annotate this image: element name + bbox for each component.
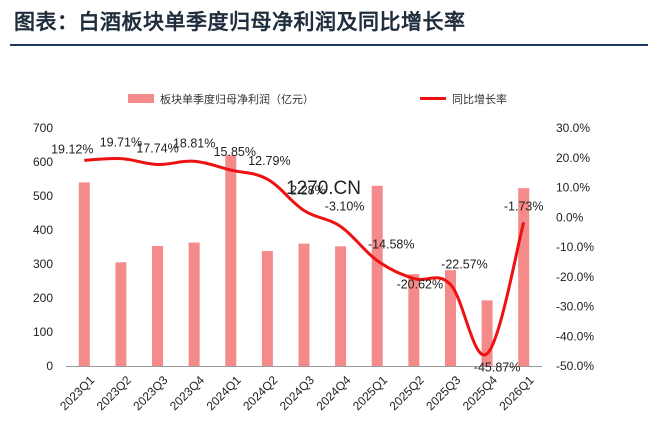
y-right-tick-label: -10.0% <box>556 240 594 254</box>
title-underline <box>10 44 648 46</box>
bar-2023q4 <box>188 242 200 366</box>
y-left-tick-label: 400 <box>33 223 53 237</box>
growth-data-label: 17.74% <box>136 141 178 155</box>
chart-title: 图表：白酒板块单季度归母净利润及同比增长率 <box>14 10 466 34</box>
y-left-tick-label: 600 <box>33 155 53 169</box>
y-left-tick-label: 700 <box>33 121 53 135</box>
bar-2025q3 <box>444 270 456 366</box>
growth-line-series <box>84 156 526 357</box>
x-tick-label: 2025Q3 <box>423 373 463 413</box>
legend-bar-label: 板块单季度归母净利润（亿元） <box>160 92 314 106</box>
bar-2023q1 <box>78 182 90 366</box>
x-tick-label: 2025Q4 <box>460 373 500 413</box>
y-right-tick-label: -40.0% <box>556 329 594 343</box>
growth-data-label: 19.71% <box>100 136 142 150</box>
legend-bar-swatch <box>128 94 154 103</box>
x-tick-label: 2024Q4 <box>313 373 353 413</box>
bar-2024q2 <box>261 251 273 366</box>
bar-2023q2 <box>115 262 127 366</box>
bar-2024q4 <box>335 246 347 366</box>
x-tick-label: 2023Q3 <box>130 373 170 413</box>
x-tick-label: 2026Q1 <box>497 373 537 413</box>
x-tick-label: 2023Q2 <box>94 373 134 413</box>
growth-data-label: -20.62% <box>397 278 444 292</box>
y-left-tick-label: 100 <box>33 325 53 339</box>
y-left-tick-label: 500 <box>33 189 53 203</box>
bar-2026q1 <box>518 188 530 366</box>
y-right-tick-label: -20.0% <box>556 270 594 284</box>
growth-data-label: 12.79% <box>248 154 290 168</box>
y-right-tick-label: 30.0% <box>556 121 590 135</box>
growth-data-label: -22.57% <box>441 257 488 271</box>
bar-2023q3 <box>152 245 164 366</box>
bar-series <box>78 155 530 366</box>
legend: 板块单季度归母净利润（亿元） 同比增长率 <box>128 92 507 106</box>
growth-data-label: -14.58% <box>368 238 415 252</box>
x-tick-label: 2025Q1 <box>350 373 390 413</box>
y-right-tick-label: -30.0% <box>556 300 594 314</box>
x-tick-label: 2024Q1 <box>204 373 244 413</box>
x-tick-label: 2023Q4 <box>167 373 207 413</box>
data-labels: 19.12% 19.71%17.74%18.81%15.85%12.79% 2.28… <box>51 136 543 375</box>
watermark: 1270.CN <box>286 178 361 199</box>
growth-data-label: -1.73% <box>504 199 544 213</box>
legend-line-label: 同比增长率 <box>452 92 507 106</box>
x-tick-label: 2023Q1 <box>57 373 97 413</box>
y-left-tick-label: 300 <box>33 257 53 271</box>
y-right-tick-label: 10.0% <box>556 181 590 195</box>
bar-2025q4 <box>481 300 493 366</box>
x-tick-label: 2025Q2 <box>387 373 427 413</box>
growth-data-label: 19.12% <box>51 142 93 156</box>
y-left-tick-label: 0 <box>46 359 53 373</box>
y-right-tick-label: 0.0% <box>556 210 584 224</box>
growth-data-label: 18.81% <box>173 136 215 150</box>
x-tick-label: 2024Q3 <box>277 373 317 413</box>
y-right-tick-label: 20.0% <box>556 151 590 165</box>
growth-line <box>84 156 526 357</box>
growth-data-label: 2.28% <box>290 183 325 197</box>
growth-data-label: -3.10% <box>325 199 365 213</box>
y-right-tick-label: -50.0% <box>556 359 594 373</box>
growth-data-label: 15.85% <box>214 145 256 159</box>
bar-2024q1 <box>225 155 237 366</box>
bar-2024q3 <box>298 243 310 366</box>
bar-2025q2 <box>408 274 420 366</box>
y-left-tick-label: 200 <box>33 291 53 305</box>
bar-2025q1 <box>371 185 383 366</box>
growth-data-label: -45.87% <box>474 361 521 375</box>
x-tick-label: 2024Q2 <box>240 373 280 413</box>
